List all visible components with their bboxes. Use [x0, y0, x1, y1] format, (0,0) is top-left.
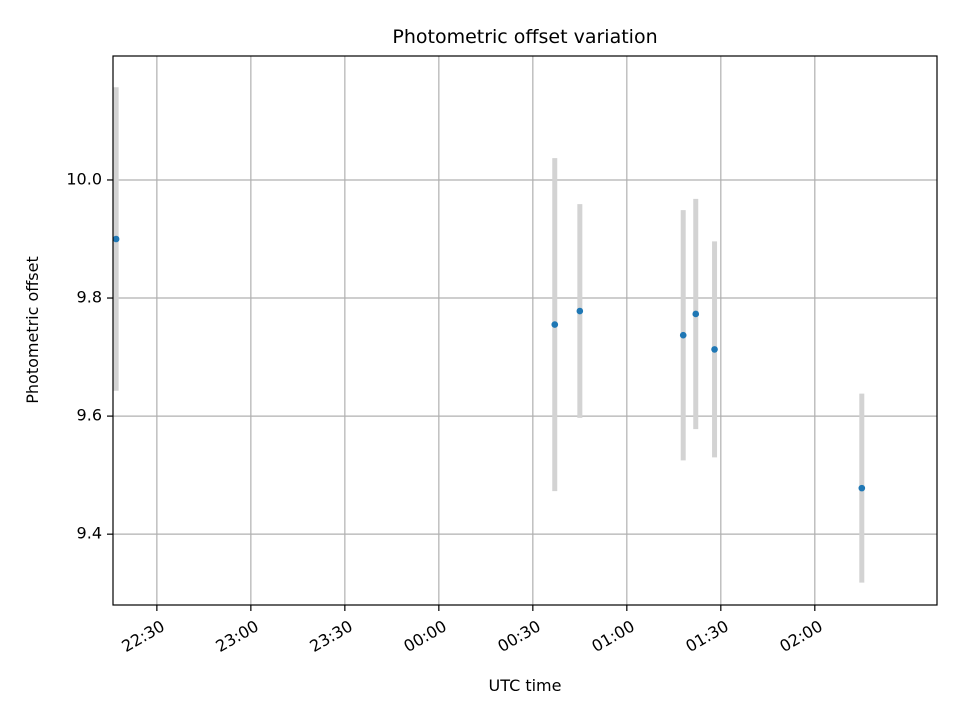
x-tick-label: 00:30	[494, 616, 543, 656]
x-tick-label: 22:30	[118, 616, 167, 656]
data-point	[112, 235, 120, 243]
plot-frame	[112, 55, 938, 606]
y-tick-label: 9.8	[77, 288, 102, 307]
data-point	[576, 307, 584, 315]
data-points	[112, 235, 866, 492]
x-axis-ticks: 22:30 23:00 23:30 00:00 00:30 01:00 01:30 02:00	[118, 605, 826, 656]
grid	[113, 56, 937, 605]
data-point	[858, 484, 866, 492]
chart-title: Photometric offset variation	[392, 26, 657, 48]
y-tick-label: 9.4	[77, 524, 102, 543]
data-point	[711, 346, 718, 353]
x-tick-label: 23:30	[306, 616, 355, 656]
error-bars	[113, 87, 865, 583]
y-axis-ticks: 9.4 9.6 9.8 10.0	[66, 169, 113, 543]
x-tick-label: 23:00	[212, 616, 261, 656]
x-tick-label: 01:30	[682, 616, 731, 656]
x-axis-title: UTC time	[489, 676, 562, 695]
y-axis-title: Photometric offset	[23, 256, 42, 404]
data-point	[551, 321, 559, 328]
x-tick-label: 01:00	[588, 616, 637, 656]
data-point	[692, 310, 700, 318]
y-tick-label: 9.6	[77, 406, 102, 425]
y-tick-label: 10.0	[66, 169, 102, 188]
x-tick-label: 02:00	[776, 616, 825, 656]
x-tick-label: 00:00	[400, 616, 449, 656]
data-point	[679, 331, 687, 339]
